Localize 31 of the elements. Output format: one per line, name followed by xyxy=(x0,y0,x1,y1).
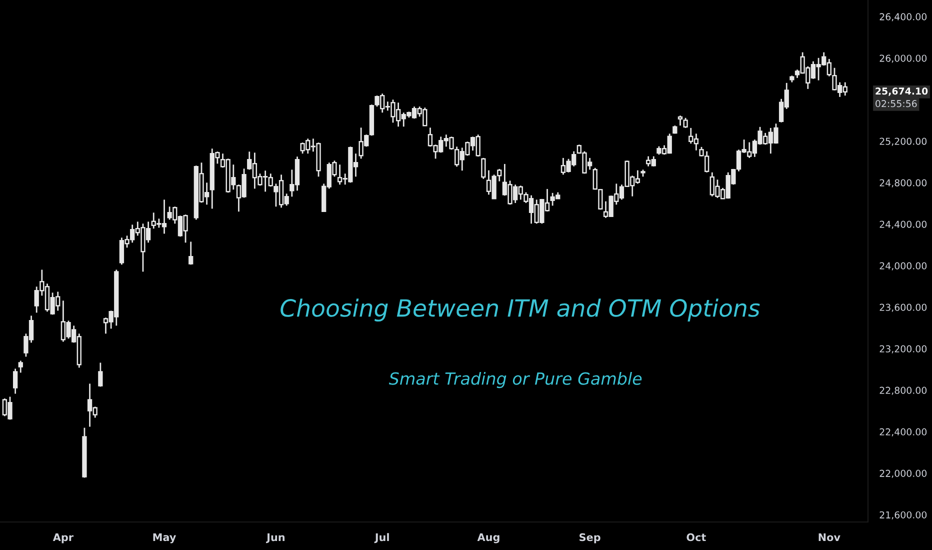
candlestick xyxy=(188,241,194,266)
x-tick-label: Apr xyxy=(52,533,74,544)
y-tick-label: 24,000.00 xyxy=(880,262,927,270)
y-tick-label: 23,600.00 xyxy=(880,304,927,312)
text: 25,674.10 xyxy=(876,88,928,96)
y-tick-label: 26,000.00 xyxy=(880,54,927,63)
text: 02:55:56 xyxy=(876,100,917,108)
y-tick-label: 22,400.00 xyxy=(880,428,927,436)
candlestick xyxy=(678,114,683,126)
y-tick-label: 23,200.00 xyxy=(880,345,927,354)
x-tick-label: Jun xyxy=(266,533,285,544)
candlestick xyxy=(683,117,688,129)
y-tick-label: 24,400.00 xyxy=(880,220,927,229)
candlestick xyxy=(481,157,486,180)
x-tick-label: Nov xyxy=(818,533,840,542)
y-tick-label: 26,400.00 xyxy=(880,13,927,22)
y-tick-label: 21,600.00 xyxy=(880,511,927,520)
x-tick-label: Aug xyxy=(477,533,500,544)
text: Smart Trading or Pure Gamble xyxy=(388,372,642,388)
candlestick xyxy=(98,362,103,388)
x-tick-label: May xyxy=(153,533,176,544)
text: Choosing Between ITM and OTM Options xyxy=(280,298,760,322)
candlestick xyxy=(12,368,18,394)
y-tick-label: 22,000.00 xyxy=(880,470,927,478)
candlestick xyxy=(18,360,23,374)
x-tick-label: Jul xyxy=(374,533,389,544)
y-tick-label: 22,800.00 xyxy=(880,386,927,395)
y-tick-label: 25,200.00 xyxy=(880,138,927,146)
x-tick-label: Sep xyxy=(580,533,600,544)
y-tick-label: 24,800.00 xyxy=(880,179,927,188)
x-tick-label: Oct xyxy=(686,533,706,542)
